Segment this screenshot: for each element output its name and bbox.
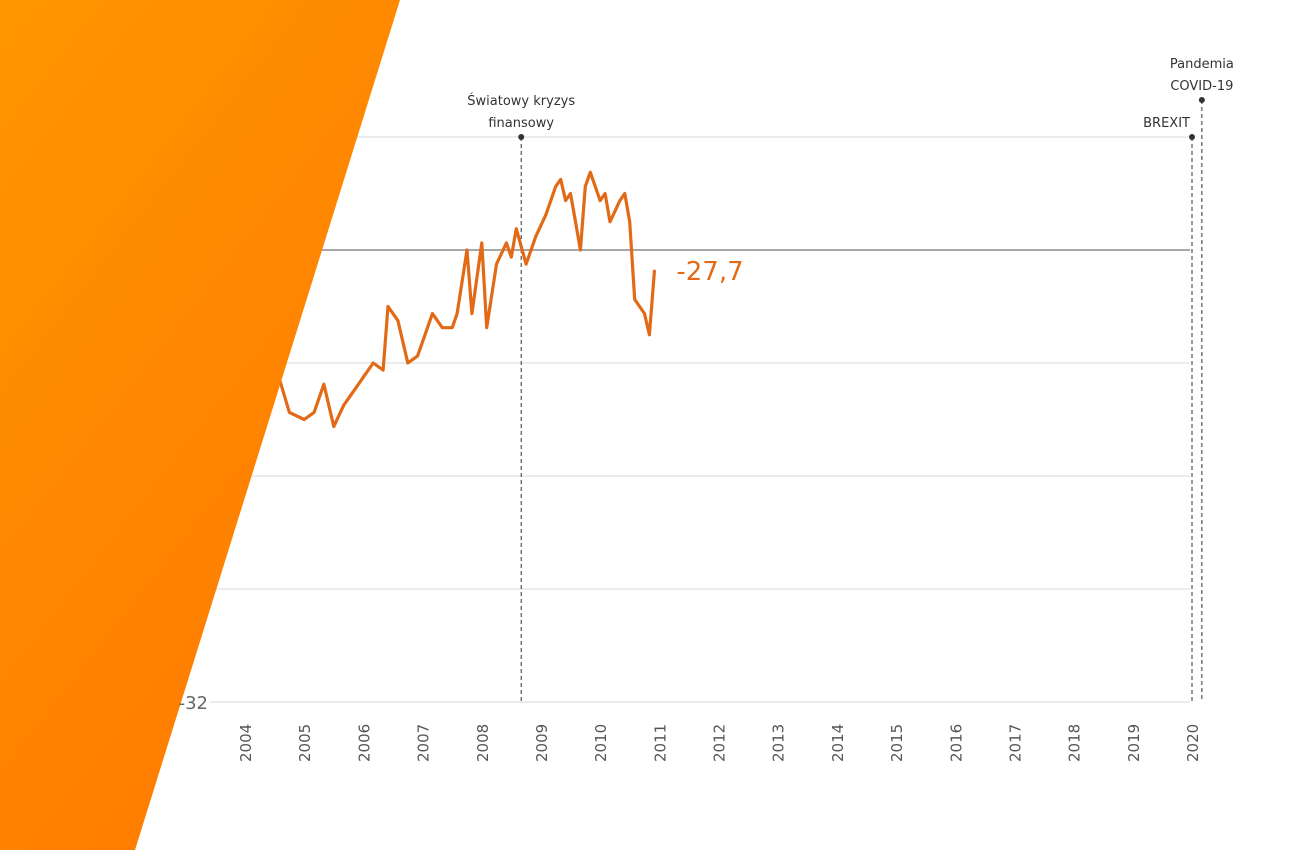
x-tick-label: 2008 xyxy=(474,724,492,762)
x-tick-label: 2006 xyxy=(355,724,373,762)
gridlines xyxy=(210,136,1190,703)
x-tick-label: 2009 xyxy=(533,724,551,762)
decorative-orange-shape xyxy=(0,0,400,850)
x-axis: 2004 2005 2006 2007 2008 2009 2010 2011 2012 2013… xyxy=(237,724,1202,762)
x-tick-label: 2015 xyxy=(888,724,906,762)
event-lines xyxy=(518,97,1205,702)
x-tick-label: 2004 xyxy=(237,724,255,762)
x-tick-label: 2013 xyxy=(770,724,788,762)
event-label: finansowy xyxy=(488,116,554,131)
series-line xyxy=(243,170,656,429)
event-label: Pandemia xyxy=(1170,57,1234,72)
x-tick-label: 2018 xyxy=(1066,724,1084,762)
event-label: COVID-19 xyxy=(1170,79,1233,94)
event-marker xyxy=(1198,97,1205,103)
x-tick-label: 2020 xyxy=(1184,724,1202,762)
x-tick-label: 2014 xyxy=(829,724,847,762)
last-value-label: -27,7 xyxy=(676,257,743,287)
x-tick-label: 2017 xyxy=(1006,724,1024,762)
x-tick-label: 2016 xyxy=(947,724,965,762)
x-tick-label: 2010 xyxy=(592,724,610,762)
x-tick-label: 2012 xyxy=(711,724,729,762)
y-tick-label: -32 xyxy=(179,693,208,714)
x-tick-label: 2005 xyxy=(296,724,314,762)
event-label: Światowy kryzys xyxy=(467,93,575,109)
x-tick-label: 2019 xyxy=(1125,724,1143,762)
event-marker xyxy=(1189,134,1195,140)
event-marker xyxy=(518,134,525,140)
labels-layer: Światowy kryzys finansowy BREXIT Pandemia CO… xyxy=(179,57,1234,714)
x-tick-label: 2007 xyxy=(415,724,433,762)
event-label: BREXIT xyxy=(1143,116,1190,131)
x-tick-label: 2011 xyxy=(651,724,669,762)
